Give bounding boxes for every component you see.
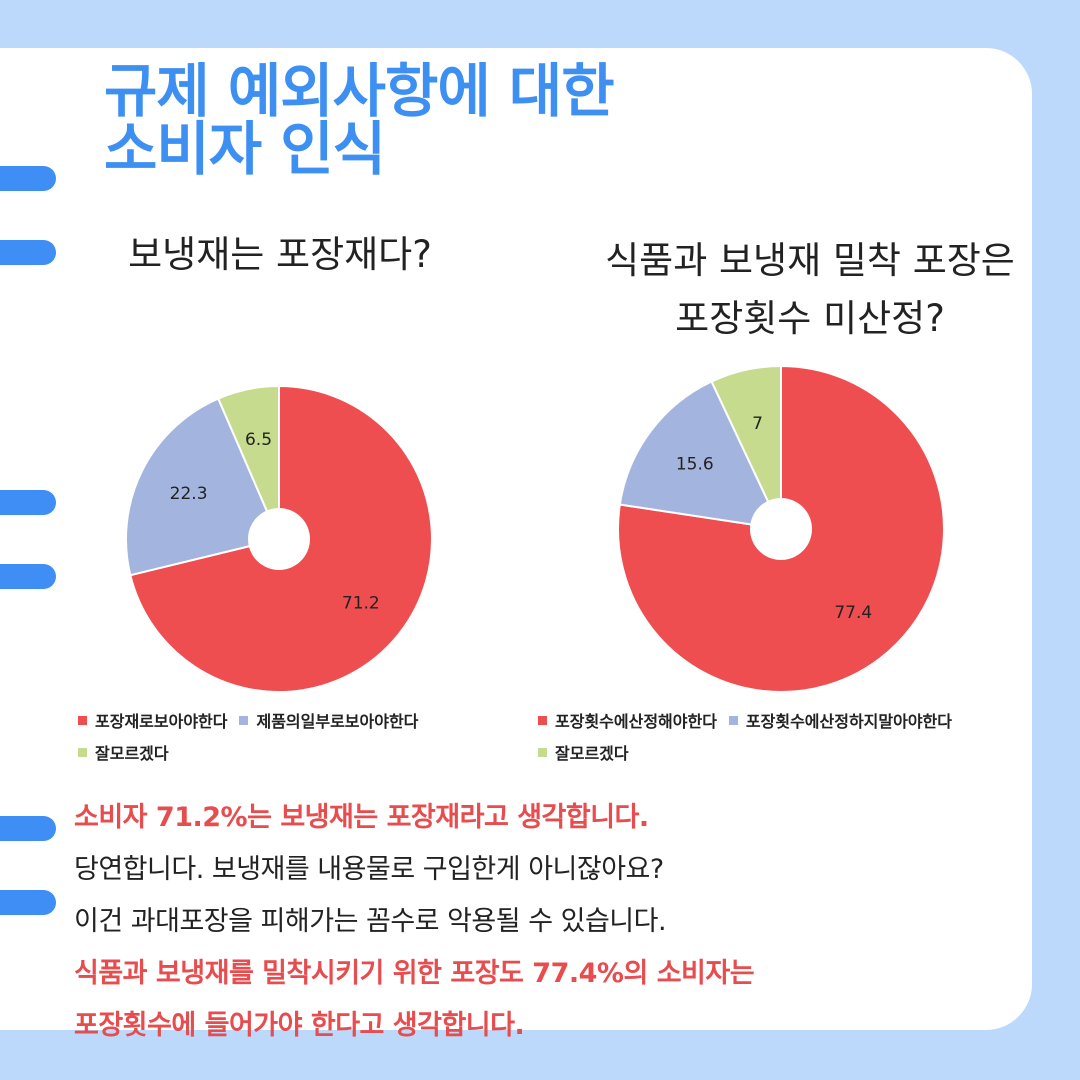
legend-label: 포장횟수에산정해야한다 [555, 712, 717, 731]
legend-item: 잘모르겠다 [78, 740, 169, 764]
legend-swatch [538, 747, 547, 757]
side-tab-marker [0, 166, 56, 191]
summary-line: 당연합니다. 보냉재를 내용물로 구입한게 아니잖아요? [74, 854, 664, 885]
data-label: 7 [752, 414, 763, 434]
chart-title-line: 식품과 보냉재 밀착 포장은 [605, 239, 1015, 282]
data-label: 77.4 [834, 603, 872, 623]
side-tab-marker [0, 240, 56, 265]
pie-slice [618, 380, 783, 531]
page-title-line: 소비자 인식 [104, 115, 386, 183]
side-tab-marker [0, 890, 56, 915]
page-title-line: 규제 예외사항에 대한 [104, 57, 615, 125]
chart-title-packaging-count: 식품과 보냉재 밀착 포장은 포장횟수 미산정? [580, 232, 1040, 348]
legend-swatch [78, 747, 87, 757]
pie-slice [216, 384, 280, 540]
donut-chart-packaging-material: 71.2 22.3 6.5 [125, 384, 433, 693]
pie-slice [125, 397, 281, 577]
donut-chart-packaging-count: 77.4 15.6 7 [617, 364, 945, 693]
summary-line: 이건 과대포장을 피해가는 꼼수로 악용될 수 있습니다. [74, 906, 667, 937]
data-label: 6.5 [245, 430, 272, 450]
side-tab-marker [0, 564, 56, 589]
data-label: 15.6 [676, 455, 714, 475]
legend-label: 포장횟수에산정하지말아야한다 [745, 712, 953, 731]
legend-label: 잘모르겠다 [555, 744, 629, 763]
summary-line: 포장횟수에 들어가야 한다고 생각합니다. [74, 1010, 525, 1041]
legend-swatch [239, 715, 249, 725]
data-label: 71.2 [342, 593, 380, 613]
side-tab-marker [0, 816, 56, 841]
pie-slice [710, 364, 782, 530]
legend-label: 포장재로보아야한다 [95, 712, 228, 731]
page-title: 규제 예외사항에 대한 소비자 인식 [104, 57, 615, 183]
summary-line: 소비자 71.2%는 보냉재는 포장재라고 생각합니다. [74, 802, 649, 833]
chart-title-line: 포장횟수 미산정? [675, 297, 945, 340]
legend-label: 제품의일부로보아야한다 [256, 712, 419, 731]
side-tab-marker [0, 490, 56, 515]
legend-swatch [728, 715, 738, 725]
legend-item: 잘모르겠다 [538, 740, 629, 764]
legend-item: 포장재로보아야한다 [78, 708, 227, 732]
donut-hole [750, 498, 812, 560]
summary-text: 소비자 71.2%는 보냉재는 포장재라고 생각합니다. 당연합니다. 보냉재를… [74, 792, 974, 1052]
legend-label: 잘모르겠다 [95, 744, 169, 763]
chart-title-packaging-material: 보냉재는 포장재다? [128, 233, 432, 276]
legend-item: 포장횟수에산정해야한다 [538, 708, 717, 732]
legend-swatch [538, 715, 547, 725]
summary-line: 식품과 보냉재를 밀착시키기 위한 포장도 77.4%의 소비자는 [74, 958, 755, 989]
data-label: 22.3 [170, 484, 208, 504]
legend-item: 포장횟수에산정하지말아야한다 [728, 708, 953, 732]
legend-item: 제품의일부로보아야한다 [239, 708, 418, 732]
legend-swatch [78, 715, 87, 725]
donut-hole [248, 508, 310, 570]
